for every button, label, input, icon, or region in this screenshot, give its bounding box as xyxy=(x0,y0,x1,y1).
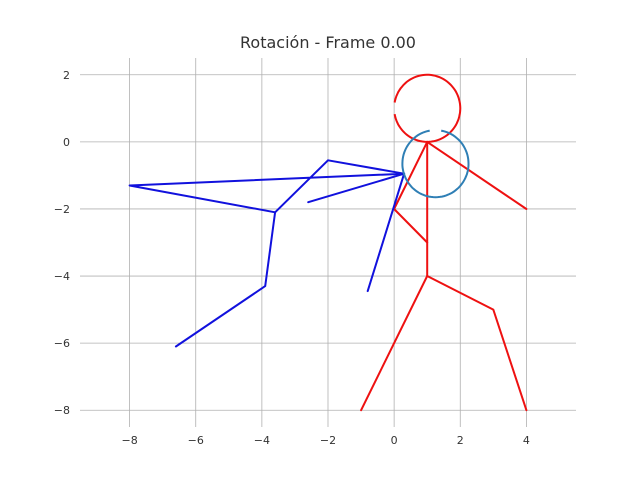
y-tick-label: −4 xyxy=(54,270,70,283)
y-tick-label: −6 xyxy=(54,337,70,350)
x-tick-label: 0 xyxy=(391,434,398,447)
series-line xyxy=(366,172,406,293)
y-tick-label: 2 xyxy=(63,69,70,82)
series-line xyxy=(174,211,277,348)
x-tick-label: −2 xyxy=(320,434,336,447)
chart-title: Rotación - Frame 0.00 xyxy=(240,33,416,52)
plot-marks xyxy=(128,73,528,412)
series-line xyxy=(307,172,406,204)
x-tick-label: −8 xyxy=(121,434,137,447)
series-line xyxy=(360,275,429,412)
x-tick-label: 4 xyxy=(523,434,530,447)
x-tick-label: 2 xyxy=(457,434,464,447)
tick-labels: −8 −6 −4 −2 0 2 4 2 0 −2 −4 −6 −8 xyxy=(54,69,530,447)
y-tick-label: −2 xyxy=(54,203,70,216)
x-tick-label: −4 xyxy=(254,434,270,447)
head-circle xyxy=(401,129,470,199)
y-tick-label: −8 xyxy=(54,404,70,417)
series-line xyxy=(426,275,528,412)
grid xyxy=(80,58,576,427)
y-tick-label: 0 xyxy=(63,136,70,149)
series-line xyxy=(426,140,528,210)
x-tick-label: −6 xyxy=(188,434,204,447)
